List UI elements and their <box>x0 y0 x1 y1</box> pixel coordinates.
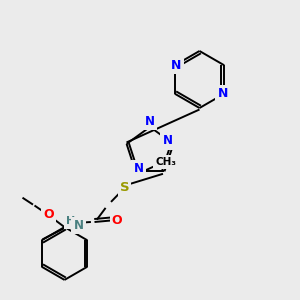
Text: N: N <box>162 134 172 147</box>
Text: CH₃: CH₃ <box>155 158 176 167</box>
Text: N: N <box>218 87 228 100</box>
Text: N: N <box>134 162 143 175</box>
Text: N: N <box>74 219 84 232</box>
Text: O: O <box>43 208 54 221</box>
Text: N: N <box>171 59 181 72</box>
Text: H: H <box>66 216 75 226</box>
Text: S: S <box>120 181 129 194</box>
Text: N: N <box>145 115 155 128</box>
Text: O: O <box>112 214 122 227</box>
